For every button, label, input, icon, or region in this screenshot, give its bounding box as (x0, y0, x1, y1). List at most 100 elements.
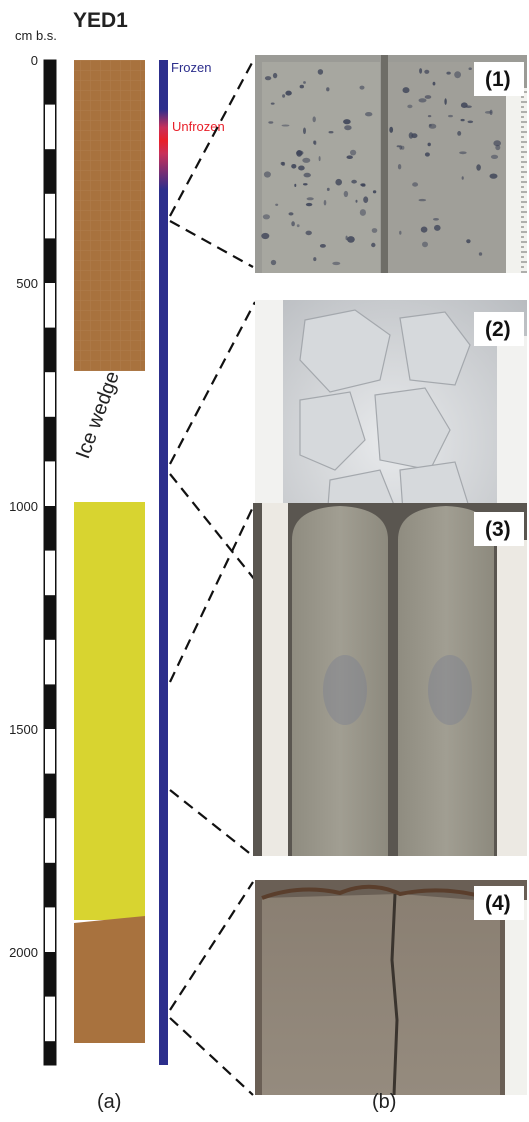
dark-spot (459, 151, 467, 155)
dark-spot (346, 155, 353, 159)
tick-label-2000: 2000 (9, 945, 38, 960)
dark-spot (305, 230, 312, 236)
tick-label-500: 500 (16, 276, 38, 291)
dark-spot (467, 120, 474, 124)
dark-spot (433, 218, 439, 221)
scale-segment (45, 639, 55, 685)
scale-segment (45, 193, 55, 239)
dark-spot (399, 230, 402, 235)
dark-spot (262, 214, 270, 220)
dark-spot (424, 152, 430, 157)
panel-label-a: (a) (97, 1091, 121, 1113)
dark-spot (270, 259, 277, 266)
lithology-column (74, 60, 145, 1043)
dark-spot (261, 232, 270, 240)
dark-spot (363, 196, 369, 203)
dark-spot (288, 212, 294, 216)
dark-spot (345, 235, 348, 241)
leader-4-bottom (169, 1017, 254, 1096)
dark-spot (306, 197, 314, 201)
dark-spot (418, 198, 427, 202)
dark-spot (489, 109, 493, 116)
thermal-transition (159, 60, 168, 190)
dark-spot (350, 149, 357, 156)
dark-spot (296, 224, 300, 228)
layer-brown-bottom (74, 916, 145, 1043)
dark-spot (303, 183, 308, 186)
dark-spot (317, 69, 324, 75)
dark-spot (294, 183, 297, 187)
tick-label-1000: 1000 (9, 499, 38, 514)
dark-spot (418, 98, 427, 103)
dark-spot (360, 183, 366, 186)
dark-spot (303, 172, 311, 178)
dark-spot (460, 118, 465, 122)
dark-spot (305, 202, 313, 207)
core-title: YED1 (73, 9, 128, 32)
thermal-state-bar (159, 60, 168, 1065)
dark-spot (420, 226, 428, 233)
panel-label-b: (b) (372, 1091, 396, 1113)
dark-spot (493, 140, 502, 147)
dark-spot (313, 257, 317, 262)
leader-1-top (169, 60, 254, 217)
dark-spot (428, 123, 432, 127)
dark-spot (457, 131, 462, 136)
dark-spot (323, 199, 327, 206)
leader-4-top (169, 881, 254, 1011)
dark-spot (275, 203, 279, 206)
scale-segment (45, 104, 55, 150)
dark-spot (343, 190, 349, 198)
leader-2-bottom (169, 473, 256, 581)
unfrozen-label: Unfrozen (172, 119, 225, 134)
photo-label-2: (2) (485, 318, 511, 341)
dark-spot (359, 209, 366, 216)
dark-spot (328, 131, 334, 134)
dark-spot (427, 115, 432, 118)
dark-spot (412, 182, 419, 187)
dark-spot (434, 224, 441, 231)
dark-spot (343, 119, 351, 125)
dark-spot (291, 221, 295, 227)
scale-segment (45, 818, 55, 863)
dark-spot (446, 71, 451, 75)
dark-spot (282, 94, 286, 98)
dark-spot (318, 156, 321, 162)
dark-spot (397, 164, 402, 170)
dark-spot (402, 87, 410, 94)
dark-spot (291, 164, 297, 169)
scale-segment (45, 283, 55, 328)
dark-spot (326, 187, 330, 191)
ice-wedge-label: Ice wedge (72, 369, 124, 462)
dark-spot (335, 178, 343, 186)
dark-spot (454, 71, 461, 79)
dark-spot (411, 133, 418, 139)
dark-spot (285, 90, 292, 96)
dark-spot (490, 154, 499, 159)
dark-spot (495, 144, 501, 151)
dark-spot (461, 176, 464, 180)
dark-spot (280, 161, 285, 166)
scale-segment (45, 372, 55, 417)
dark-spot (298, 165, 305, 171)
dark-spot (389, 126, 394, 133)
scale-segment (45, 461, 55, 506)
dark-spot (326, 87, 330, 92)
leader-3-bottom (169, 789, 254, 857)
dark-spot (299, 84, 304, 89)
dark-spot (468, 67, 472, 70)
dark-spot (332, 261, 341, 266)
photo-3 (253, 503, 527, 856)
dark-spot (407, 104, 413, 109)
photo-label-3: (3) (485, 518, 511, 541)
dark-spot (347, 236, 355, 243)
dark-spot (396, 145, 401, 148)
dark-spot (264, 76, 272, 81)
dark-spot (478, 252, 483, 256)
dark-spot (432, 81, 436, 86)
dark-spot (424, 95, 432, 99)
dark-spot (303, 81, 306, 84)
dark-spot (448, 114, 453, 118)
dark-spot (422, 241, 428, 248)
tick-label-1500: 1500 (9, 722, 38, 737)
